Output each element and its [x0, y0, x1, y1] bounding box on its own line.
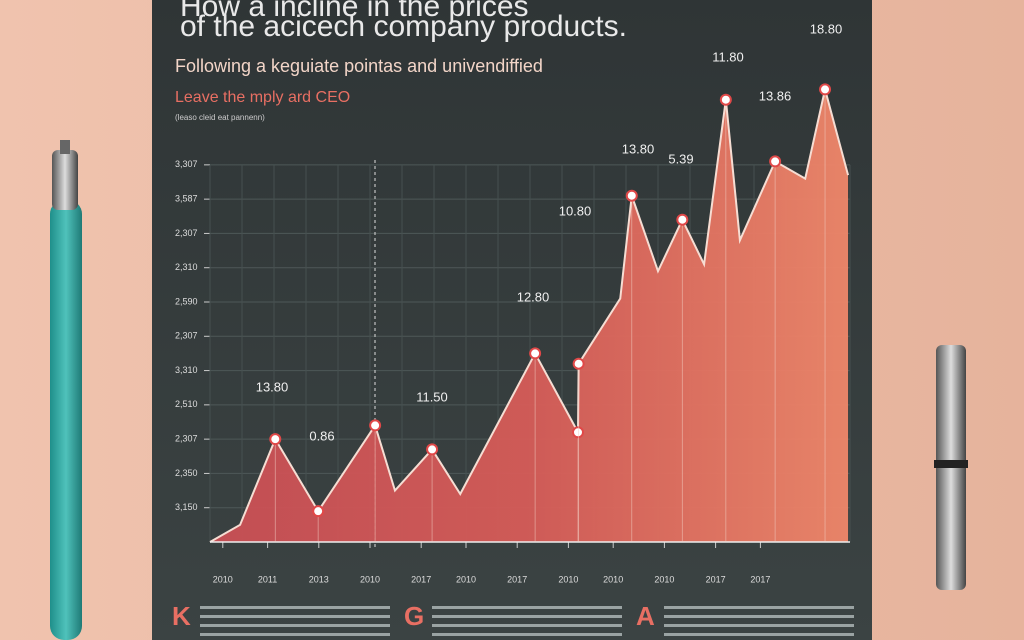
annotation: 18.80: [810, 21, 843, 36]
point: [625, 189, 638, 202]
x-tick-label: 2010: [456, 574, 476, 584]
point: [676, 213, 689, 226]
caption: (leaso cleid eat pannenn): [175, 113, 265, 122]
x-tick-label: 2010: [558, 574, 578, 584]
y-tick-label: 2,307: [175, 331, 198, 341]
footer-letter: K: [172, 601, 191, 631]
x-tick-label: 2017: [507, 574, 527, 584]
point: [769, 155, 782, 168]
y-tick-label: 3,307: [175, 159, 198, 169]
annotation: 13.80: [622, 141, 655, 156]
y-tick-label: 3,587: [175, 194, 198, 204]
y-tick-label: 3,310: [175, 365, 198, 375]
point: [426, 443, 439, 456]
x-tick-label: 2010: [603, 574, 623, 584]
footer-text-line: [664, 624, 854, 627]
footer-text-line: [432, 633, 622, 636]
x-tick-label: 2010: [654, 574, 674, 584]
footer-text-line: [200, 606, 390, 609]
y-tick-label: 3,150: [175, 502, 198, 512]
annotation: 12.80: [517, 289, 550, 304]
x-tick-label: 2017: [411, 574, 431, 584]
point: [819, 83, 832, 96]
point: [529, 347, 542, 360]
line: [209, 89, 850, 543]
x-tick-label: 2017: [750, 574, 770, 584]
x-tick-label: 2013: [309, 574, 329, 584]
footer-text-line: [200, 633, 390, 636]
footer-text-line: [432, 624, 622, 627]
area: [210, 89, 849, 542]
marker: [934, 345, 968, 590]
y-tick-label: 2,310: [175, 262, 198, 272]
pen: [50, 140, 82, 640]
annotation: 11.50: [416, 389, 448, 404]
point: [312, 505, 325, 518]
x-tick-label: 2010: [360, 574, 380, 584]
note: Leave the mply ard CEO: [175, 89, 350, 106]
point: [572, 426, 584, 439]
y-tick-label: 2,510: [175, 399, 198, 409]
tagline: Following a keguiate pointas and univend…: [175, 56, 543, 76]
subtitle: of the acicech company products.: [180, 10, 627, 43]
footer-letter: A: [636, 601, 655, 631]
annotation: 13.80: [256, 379, 289, 394]
footer-text-line: [200, 624, 390, 627]
point: [369, 419, 382, 432]
y-tick-label: 2,350: [175, 468, 198, 478]
footer-text-line: [664, 615, 854, 618]
footer-text-line: [200, 615, 390, 618]
chart: 3,150 2,350 2,307 2,510 3,310 2,307 2,590 2,310…: [172, 21, 854, 636]
footer-text-line: [432, 615, 622, 618]
annotation: 0.86: [309, 428, 334, 443]
y-tick-label: 2,590: [175, 296, 198, 306]
x-tick-label: 2010: [213, 574, 233, 584]
footer-text-line: [432, 606, 622, 609]
footer-letter: G: [404, 601, 424, 631]
x-tick-label: 2011: [258, 574, 277, 584]
annotation: 13.86: [759, 88, 792, 103]
y-tick-label: 2,307: [175, 434, 198, 444]
title: How a incline in the prices: [180, 0, 529, 23]
point: [269, 433, 282, 446]
annotation: 5.39: [668, 151, 693, 166]
footer-text-line: [664, 633, 854, 636]
footer-text-line: [664, 606, 854, 609]
point: [719, 93, 732, 106]
annotation: 10.80: [559, 203, 592, 218]
x-tick-label: 2017: [706, 574, 726, 584]
annotation: 11.80: [712, 49, 744, 64]
point: [572, 357, 585, 370]
y-tick-label: 2,307: [175, 228, 198, 238]
